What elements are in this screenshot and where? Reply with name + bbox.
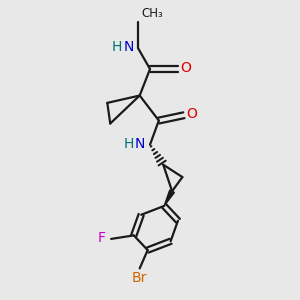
Text: N: N [135, 136, 145, 151]
Text: F: F [98, 231, 106, 245]
Text: CH₃: CH₃ [142, 7, 164, 20]
Text: H: H [123, 136, 134, 151]
Polygon shape [164, 190, 174, 206]
Text: N: N [123, 40, 134, 54]
Text: O: O [180, 61, 191, 75]
Text: H: H [112, 40, 122, 54]
Text: Br: Br [132, 271, 147, 285]
Text: O: O [186, 107, 197, 121]
